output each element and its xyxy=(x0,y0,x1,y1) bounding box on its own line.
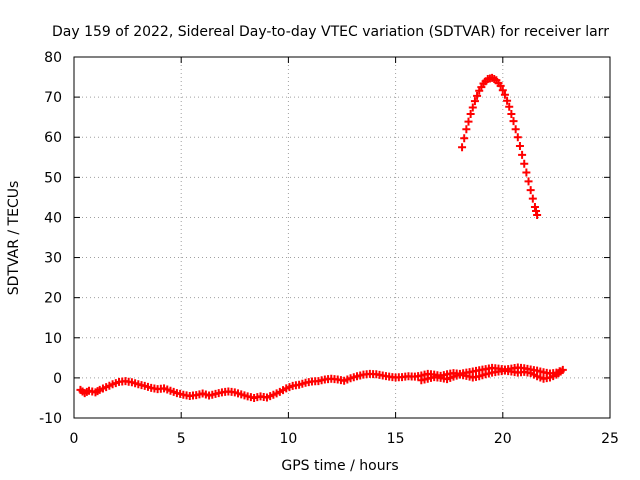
y-tick-label: 70 xyxy=(44,90,62,106)
y-tick-label: 0 xyxy=(53,371,62,387)
data-points xyxy=(76,73,567,402)
x-tick-label: 20 xyxy=(494,431,512,447)
data-point-marker xyxy=(507,109,516,118)
data-point xyxy=(513,133,522,142)
data-point-marker xyxy=(503,96,512,105)
y-tick-label: 50 xyxy=(44,170,62,186)
data-series-2 xyxy=(417,366,565,385)
gridlines xyxy=(74,57,610,418)
data-point-marker xyxy=(460,134,469,143)
y-tick-label: 60 xyxy=(44,130,62,146)
data-point-marker xyxy=(520,159,529,168)
data-point xyxy=(509,117,518,126)
x-tick-label: 15 xyxy=(387,431,405,447)
data-point-marker xyxy=(468,103,477,112)
x-tick-label: 0 xyxy=(70,431,79,447)
data-point xyxy=(462,125,471,134)
data-point xyxy=(522,168,531,177)
data-point-marker xyxy=(515,142,524,151)
data-series-1 xyxy=(76,363,567,402)
data-point-marker xyxy=(524,177,533,186)
x-axis-label: GPS time / hours xyxy=(281,458,398,474)
data-point-marker xyxy=(511,125,520,134)
data-point xyxy=(533,211,542,220)
data-point xyxy=(496,81,505,90)
y-tick-label: -10 xyxy=(39,411,62,427)
data-point xyxy=(500,90,509,99)
data-point-marker xyxy=(464,117,473,126)
data-series-3 xyxy=(458,73,542,220)
x-tick-label: 10 xyxy=(279,431,297,447)
y-tick-label: 40 xyxy=(44,210,62,226)
data-point-marker xyxy=(498,86,507,95)
data-point-marker xyxy=(528,194,537,203)
data-point xyxy=(526,186,535,195)
data-point-marker xyxy=(532,207,541,216)
data-point xyxy=(530,203,539,212)
x-tick-label: 25 xyxy=(601,431,619,447)
data-point xyxy=(458,143,467,152)
data-point-marker xyxy=(473,91,482,100)
y-tick-label: 80 xyxy=(44,50,62,66)
data-point xyxy=(518,150,527,159)
axis-ticks: 0 5 10 15 20 25 -10 0 10 20 30 40 50 60 70 80 xyxy=(39,50,619,447)
y-axis-label: SDTVAR / TECUs xyxy=(6,181,22,296)
y-tick-label: 30 xyxy=(44,251,62,267)
chart-title: Day 159 of 2022, Sidereal Day-to-day VTE… xyxy=(52,24,609,40)
data-point xyxy=(470,97,479,106)
plot-area-border xyxy=(73,56,611,419)
data-point xyxy=(556,367,565,376)
y-tick-label: 10 xyxy=(44,331,62,347)
y-tick-label: 20 xyxy=(44,291,62,307)
data-point xyxy=(466,109,475,118)
data-point xyxy=(505,102,514,111)
x-tick-label: 5 xyxy=(177,431,186,447)
